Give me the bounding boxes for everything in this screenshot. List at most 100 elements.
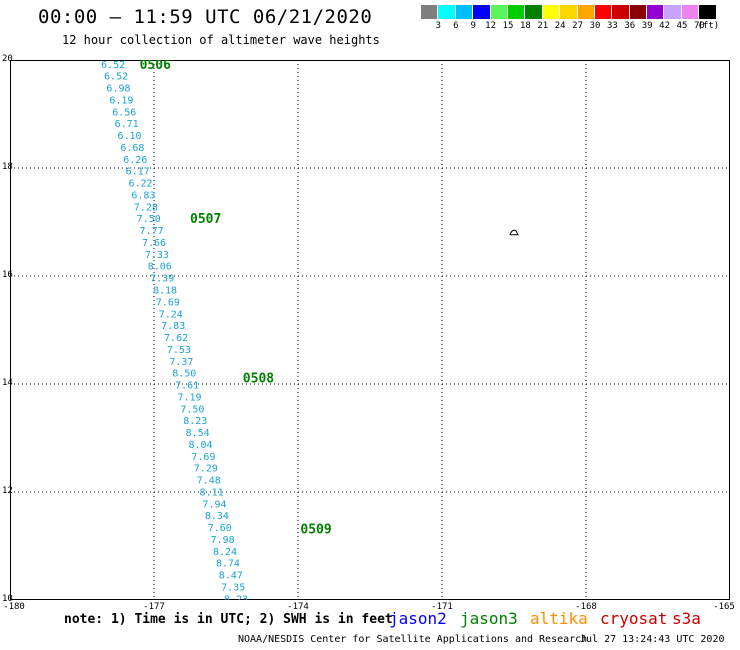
- generation-timestamp: Jul 27 13:24:43 UTC 2020: [580, 634, 725, 645]
- colorbar-label: 27: [572, 21, 584, 31]
- swh-value: 7.48: [197, 476, 221, 487]
- swh-value: 7.50: [137, 214, 161, 225]
- satellite-jason3-label: jason3: [460, 609, 518, 628]
- swh-value: 7.29: [194, 464, 218, 475]
- map-frame: [10, 60, 730, 600]
- swh-value: 8.74: [216, 559, 240, 570]
- latitude-tick-label: 16: [2, 270, 13, 280]
- swh-value: 7.33: [145, 250, 169, 261]
- swh-value: 6.71: [115, 119, 139, 130]
- map-title: 00:00 – 11:59 UTC 06/21/2020: [38, 6, 373, 28]
- swh-value: 8.24: [213, 547, 237, 558]
- colorbar-label: 9: [470, 21, 476, 31]
- colorbar-label: 15: [502, 21, 514, 31]
- satellite-s3a-label: s3a: [672, 609, 701, 628]
- colorbar-swatch: [473, 5, 491, 19]
- latitude-tick-label: 14: [2, 378, 13, 388]
- swh-value: 6.26: [123, 155, 147, 166]
- swh-value: 8.50: [172, 369, 196, 380]
- satellite-cryosat-label: cryosat: [600, 609, 668, 628]
- colorbar-label: 70: [693, 21, 705, 31]
- colorbar-swatch: [525, 5, 543, 19]
- swh-value: 8.54: [186, 428, 210, 439]
- colorbar-label: 21: [537, 21, 549, 31]
- altimeter-track: 6.526.526.986.196.566.716.106.686.266.17…: [101, 60, 248, 600]
- swh-value: 7.62: [164, 333, 188, 344]
- satellite-jason2-label: jason2: [389, 609, 447, 628]
- colorbar-swatch: [542, 5, 561, 19]
- swh-value: 7.61: [175, 381, 199, 392]
- colorbar-label: 33: [606, 21, 618, 31]
- island-outline-icon: [509, 229, 519, 236]
- swh-value: 8.04: [189, 440, 213, 451]
- swh-value: 6.22: [129, 179, 153, 190]
- swh-value: 7.69: [191, 452, 215, 463]
- swh-value: 7.50: [180, 404, 204, 415]
- longitude-tick-label: -174: [287, 602, 309, 612]
- colorbar-swatch: [629, 5, 648, 19]
- time-label: 0506: [140, 60, 171, 73]
- swh-value: 7.19: [177, 392, 201, 403]
- swh-value: 8.47: [219, 571, 243, 582]
- colorbar-swatch: [421, 5, 439, 19]
- colorbar-label: 18: [519, 21, 531, 31]
- swh-value: 6.52: [101, 60, 125, 71]
- map-subtitle: 12 hour collection of altimeter wave hei…: [62, 33, 380, 47]
- swh-value: 8.11: [200, 487, 224, 498]
- swh-value: 6.56: [112, 107, 136, 118]
- island-marker-layer: [509, 229, 519, 236]
- latitude-tick-label: 18: [2, 162, 13, 172]
- satellite-altika-label: altika: [530, 609, 588, 628]
- swh-value: 6.52: [104, 72, 128, 83]
- colorbar-label: (ft): [697, 21, 720, 31]
- time-label: 0508: [243, 372, 274, 387]
- swh-value: 7.83: [161, 321, 185, 332]
- swh-value: 8.18: [153, 286, 177, 297]
- colorbar-swatch: [681, 5, 700, 19]
- colorbar-label: 24: [554, 21, 566, 31]
- colorbar-label: 36: [624, 21, 636, 31]
- swh-value: 6.19: [109, 95, 133, 106]
- colorbar-swatch: [507, 5, 526, 19]
- swh-value: 6.10: [117, 131, 141, 142]
- swh-value: 7.39: [150, 274, 174, 285]
- swh-value: 7.98: [211, 535, 235, 546]
- latitude-tick-label: 12: [2, 486, 13, 496]
- colorbar-swatch: [438, 5, 456, 19]
- colorbar-label: 3: [435, 21, 442, 31]
- wave-height-map: 6.526.526.986.196.566.716.106.686.266.17…: [10, 60, 730, 600]
- colorbar-swatch: [455, 5, 474, 19]
- swh-value: 7.94: [202, 499, 226, 510]
- colorbar-swatch: [594, 5, 613, 19]
- longitude-tick-label: -180: [3, 602, 25, 612]
- swh-value: 7.28: [134, 202, 158, 213]
- swh-value: 8.06: [148, 262, 172, 273]
- colorbar-label: 45: [676, 21, 688, 31]
- swh-value: 7.69: [156, 297, 180, 308]
- colorbar-label: 30: [589, 21, 601, 31]
- swh-value: 7.37: [169, 357, 193, 368]
- longitude-tick-label: -171: [431, 602, 453, 612]
- colorbar-label: 42: [659, 21, 671, 31]
- swh-value: 8.23: [224, 594, 248, 600]
- swh-value: 7.60: [208, 523, 232, 534]
- colorbar-swatch: [577, 5, 595, 19]
- time-label: 0507: [190, 212, 221, 227]
- time-labels: 0506 0507 0508 0509: [140, 60, 332, 538]
- swh-value: 8.34: [205, 511, 229, 522]
- colorbar-swatch: [647, 5, 665, 19]
- swh-value: 6.68: [120, 143, 144, 154]
- swh-value: 7.77: [140, 226, 164, 237]
- swh-value: 7.24: [159, 309, 183, 320]
- colorbar-swatch: [612, 5, 630, 19]
- swh-value: 8.23: [183, 416, 207, 427]
- colorbar-swatch: [560, 5, 578, 19]
- latitude-tick-label: 20: [2, 54, 13, 64]
- lat-lon-grid: [10, 60, 730, 600]
- colorbar-label: 6: [453, 21, 459, 31]
- credit-line: NOAA/NESDIS Center for Satellite Applica…: [238, 634, 588, 645]
- longitude-tick-label: -177: [143, 602, 165, 612]
- longitude-tick-label: -168: [575, 602, 597, 612]
- swh-value: 6.17: [126, 167, 150, 178]
- latitude-tick-label: 10: [2, 594, 13, 604]
